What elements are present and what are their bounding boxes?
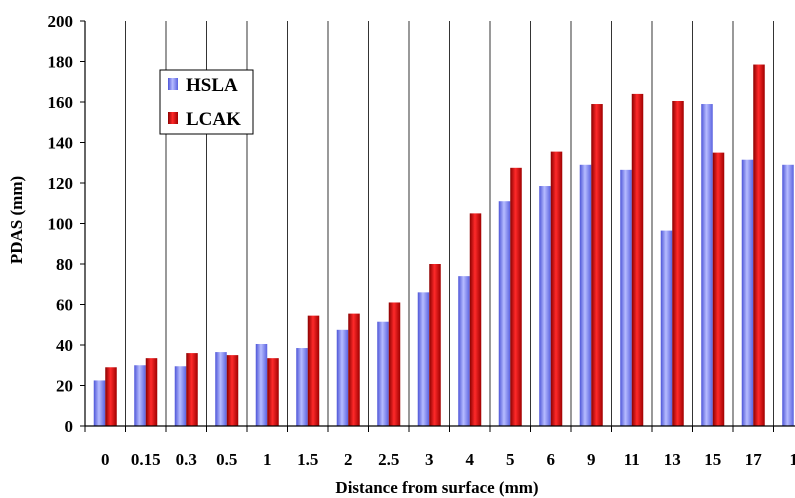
- x-axis-label: Distance from surface (mm): [335, 478, 538, 497]
- bar-lcak-2: [348, 313, 360, 426]
- bars: [93, 64, 794, 427]
- y-tick-label: 160: [48, 93, 74, 112]
- y-tick-label: 0: [65, 417, 74, 436]
- y-tick-label: 140: [48, 134, 74, 153]
- x-tick-label: 5: [506, 450, 515, 469]
- bar-lcak-0.5: [226, 355, 239, 426]
- x-tick-label: 11: [624, 450, 640, 469]
- x-tick-labels: 0 0.15 0.3 0.5 1 1.5 2 2.5 3 4 5 6 9 11 13 15 17 1: [101, 450, 795, 469]
- bar-lcak-0.3: [186, 353, 198, 426]
- legend-label-lcak: LCAK: [186, 109, 241, 130]
- bar-lcak-2.5: [388, 302, 401, 426]
- x-tick-label: 1: [790, 450, 795, 469]
- x-tick-label: 1.5: [297, 450, 318, 469]
- x-tick-label: 0.5: [216, 450, 237, 469]
- x-tick-label: 17: [745, 450, 763, 469]
- bar-hsla-17: [741, 159, 754, 426]
- legend-label-hsla: HSLA: [186, 75, 238, 96]
- x-tick-label: 2.5: [378, 450, 399, 469]
- bar-hsla-2.5: [377, 321, 389, 426]
- bar-lcak-0.15: [145, 358, 158, 426]
- x-tick-label: 13: [664, 450, 681, 469]
- y-tick-labels: 0 20 40 60 80 100 120 140 160 180 200: [48, 12, 74, 436]
- bar-lcak-1.5: [307, 315, 320, 426]
- bar-hsla-15: [701, 104, 713, 427]
- x-tick-label: 0: [101, 450, 110, 469]
- bar-hsla-1.5: [296, 348, 308, 426]
- legend-swatch-hsla: [168, 78, 178, 90]
- bar-lcak-5: [510, 167, 522, 426]
- x-tick-label: 3: [425, 450, 434, 469]
- bar-lcak-4: [469, 213, 482, 426]
- bar-lcak-11: [631, 93, 644, 427]
- x-tick-label: 15: [704, 450, 721, 469]
- bar-hsla-0: [93, 380, 106, 426]
- y-tick-label: 100: [48, 215, 74, 234]
- bar-hsla-0.3: [174, 366, 187, 426]
- bar-lcak-17: [753, 64, 765, 426]
- x-tick-label: 0.3: [176, 450, 197, 469]
- bar-lcak-3: [429, 264, 441, 426]
- bar-hsla-0.15: [134, 365, 146, 426]
- y-tick-label: 80: [56, 255, 73, 274]
- y-tick-label: 20: [56, 377, 73, 396]
- bar-hsla-2: [336, 329, 349, 426]
- x-tick-label: 1: [263, 450, 272, 469]
- bar-hsla-5: [498, 201, 511, 426]
- axes: [80, 20, 795, 432]
- bar-hsla-9: [579, 164, 592, 426]
- x-tick-label: 0.15: [131, 450, 161, 469]
- y-axis-label: PDAS (mm): [7, 176, 26, 264]
- x-tick-label: 2: [344, 450, 353, 469]
- y-tick-label: 200: [48, 12, 74, 31]
- y-tick-label: 120: [48, 174, 74, 193]
- bar-hsla-1: [255, 343, 268, 426]
- legend: HSLA LCAK: [159, 69, 254, 135]
- y-tick-label: 60: [56, 296, 73, 315]
- bar-hsla-0.5: [215, 352, 227, 426]
- bar-lcak-13: [672, 100, 684, 427]
- x-tick-label: 9: [587, 450, 596, 469]
- bar-lcak-15: [712, 152, 725, 426]
- legend-swatch-lcak: [168, 112, 178, 124]
- y-tick-label: 40: [56, 336, 73, 355]
- bar-hsla-6: [539, 186, 551, 426]
- y-tick-label: 180: [48, 53, 74, 72]
- bar-lcak-9: [591, 104, 603, 427]
- bar-hsla-11: [620, 169, 632, 426]
- bar-hsla-1: [782, 164, 794, 426]
- gridlines: [125, 21, 774, 426]
- bar-hsla-13: [660, 230, 673, 426]
- bar-lcak-0: [105, 367, 117, 426]
- x-tick-label: 4: [466, 450, 475, 469]
- bar-hsla-4: [458, 276, 470, 426]
- bar-lcak-1: [267, 358, 279, 426]
- bar-lcak-6: [550, 151, 563, 427]
- x-tick-label: 6: [547, 450, 556, 469]
- bar-hsla-3: [417, 292, 430, 426]
